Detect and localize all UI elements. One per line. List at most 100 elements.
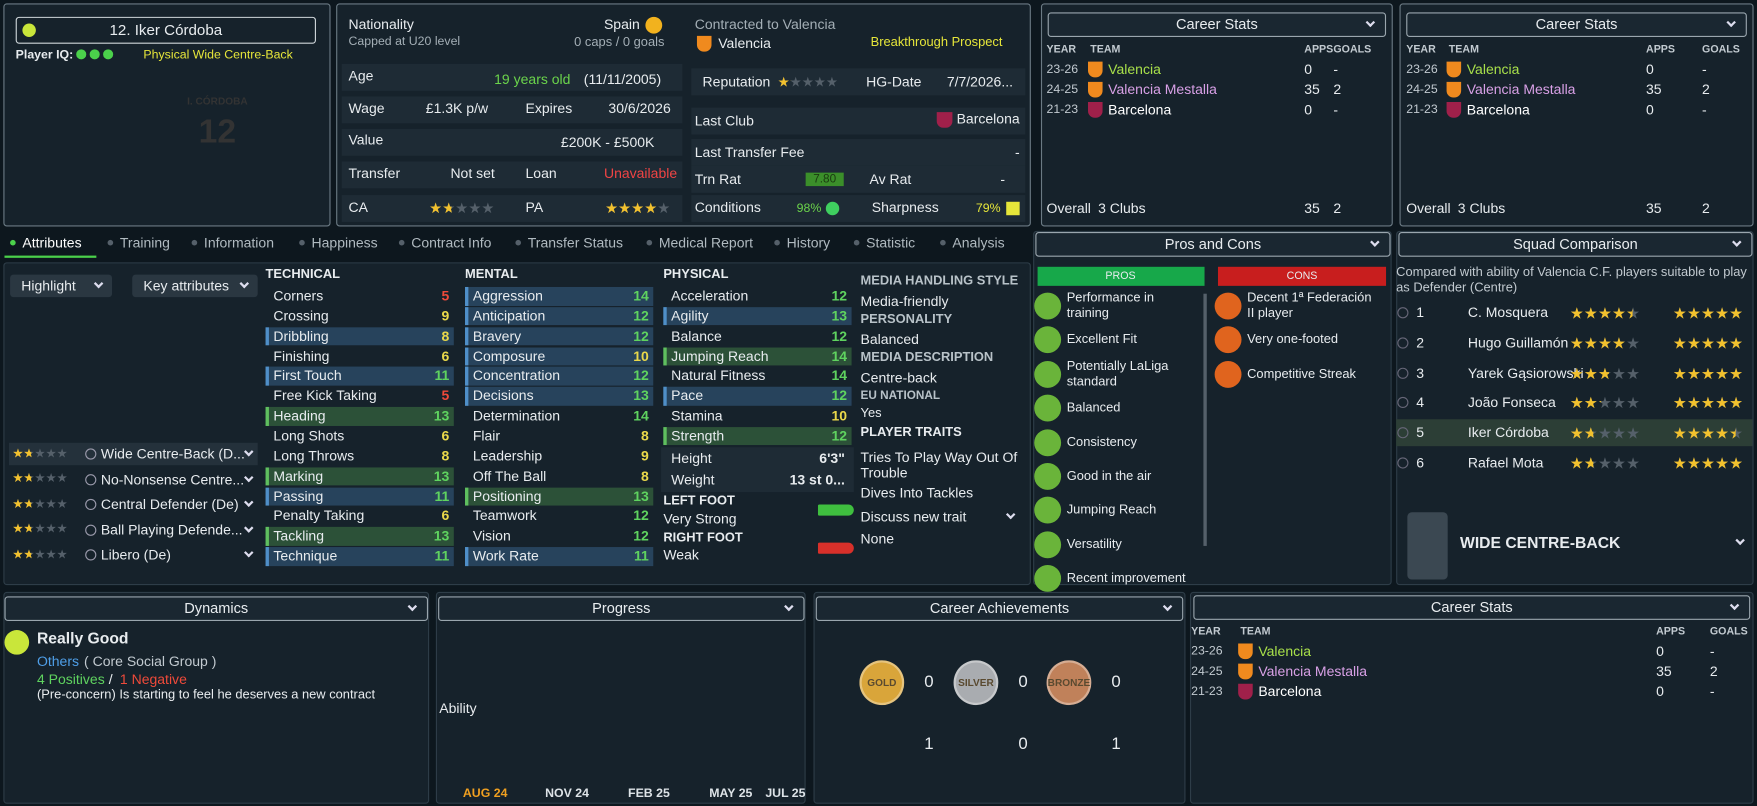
dropdown[interactable] [132, 274, 258, 298]
tab[interactable]: Training [119, 235, 170, 252]
info-row [341, 195, 683, 222]
attribute-name: Heading [273, 408, 326, 424]
tab[interactable]: Information [203, 235, 274, 252]
attribute-name: Marking [273, 468, 324, 484]
dropdown-header[interactable] [1398, 232, 1753, 257]
star-fill: ★★★★★ [429, 198, 451, 216]
tab[interactable]: Attributes [22, 235, 82, 252]
size-box [661, 447, 854, 493]
x-tick-label: MAY 25 [709, 786, 753, 801]
attribute-value: 8 [441, 328, 450, 344]
attribute-highlight [465, 347, 654, 366]
text: 7.80 [813, 172, 837, 187]
text: Unavailable [603, 165, 678, 182]
attribute-name: Finishing [273, 348, 330, 364]
column-header: APPS [1304, 43, 1334, 57]
pro-icon [1034, 360, 1062, 388]
text: 35 [1656, 663, 1672, 680]
dropdown-title: Career Stats [1535, 15, 1618, 33]
star-fill: ★★★★★ [1672, 363, 1744, 382]
con-icon [1214, 292, 1242, 320]
attribute-value: 12 [633, 368, 649, 384]
text: Hugo Guillamón [1467, 334, 1569, 351]
iq-icon [22, 23, 36, 37]
dropdown-header[interactable] [1406, 12, 1747, 37]
text: Conditions [694, 199, 761, 216]
attribute-value: 11 [633, 548, 649, 564]
column-header: YEAR [1046, 43, 1077, 57]
tab[interactable]: Transfer Status [527, 235, 623, 252]
text: Reputation [702, 73, 771, 90]
dropdown-title: Dynamics [184, 599, 249, 617]
attribute-name: Technique [273, 548, 338, 564]
attribute-name: Flair [472, 428, 501, 444]
trophy-count: 1 [1111, 734, 1121, 754]
attribute-value: 14 [831, 348, 848, 364]
text: / [108, 671, 113, 688]
text: Discuss new trait [860, 508, 967, 525]
attribute-value: 5 [441, 288, 450, 304]
dropdown-header[interactable] [438, 596, 805, 622]
attribute-value: 6 [441, 428, 450, 444]
tab-dot [191, 239, 198, 246]
attribute-name: Long Throws [273, 448, 355, 464]
text: Trn Rat [694, 171, 741, 188]
attribute-value: 13 [633, 388, 649, 404]
con: Competitive Streak [1247, 367, 1356, 381]
text: 3 Clubs [1098, 200, 1146, 217]
dropdown-header[interactable] [1035, 232, 1391, 257]
star-rating: ★★★★★★★★★★ [1569, 303, 1641, 322]
dropdown[interactable] [10, 274, 113, 298]
star-rating: ★★★★★★★★★★ [1569, 333, 1641, 352]
text: 23-26 [1046, 62, 1079, 77]
x-tick-label: NOV 24 [545, 786, 589, 801]
player-name: 12. Iker Córdoba [109, 21, 223, 39]
tab[interactable]: Contract Info [411, 235, 492, 252]
sharpness-icon [1006, 201, 1020, 216]
text: Loan [525, 165, 557, 182]
attribute-name: Tackling [273, 528, 325, 544]
text: Sharpness [871, 199, 939, 216]
attribute-value: 11 [434, 548, 450, 564]
text: 0 caps / 0 goals [574, 35, 665, 50]
attribute-highlight [465, 367, 654, 386]
column-header: YEAR [1191, 625, 1221, 638]
text: Yes [860, 406, 882, 421]
attribute-name: Pace [671, 388, 704, 404]
dropdown-header[interactable] [4, 596, 429, 622]
tab[interactable]: Analysis [952, 235, 1005, 252]
text: MEDIA HANDLING STYLE [860, 274, 1019, 289]
pro: Excellent Fit [1066, 333, 1137, 347]
tab[interactable]: Medical Report [658, 235, 754, 252]
dropdown-header[interactable] [1047, 12, 1387, 37]
star-fill: ★★★★★ [1569, 363, 1609, 382]
tab[interactable]: Statistic [866, 235, 916, 252]
pro: Balanced [1066, 401, 1121, 415]
attribute-highlight [265, 407, 454, 426]
iq-dot [89, 49, 100, 60]
attribute-name: Anticipation [472, 308, 546, 324]
tab[interactable]: Happiness [311, 235, 378, 252]
radio [1397, 457, 1409, 469]
pro-icon [1034, 326, 1062, 354]
text: 3 [1416, 364, 1425, 381]
attribute-highlight [465, 306, 654, 326]
role-name: Libero (De) [100, 547, 171, 563]
dropdown-header[interactable] [815, 596, 1184, 622]
medal-label: BRONZE [1047, 677, 1091, 689]
text: I. CÓRDOBA [187, 95, 248, 107]
text: 2 [1333, 81, 1342, 98]
star-fill: ★★★★★ [605, 198, 657, 216]
dropdown-header[interactable] [1193, 595, 1751, 620]
pros-header [1037, 266, 1205, 286]
crest [1238, 663, 1253, 680]
text: None [860, 531, 895, 548]
star-rating: ★★★★★★★★★★ [1569, 423, 1641, 442]
x-tick-label: AUG 24 [462, 786, 508, 801]
text: Weak [663, 547, 699, 563]
star-rating: ★★★★★★★★★★ [12, 547, 68, 562]
tab[interactable]: History [786, 235, 831, 252]
name-box [15, 16, 316, 44]
pro-icon [1034, 531, 1062, 559]
text: Rafael Mota [1467, 455, 1544, 471]
